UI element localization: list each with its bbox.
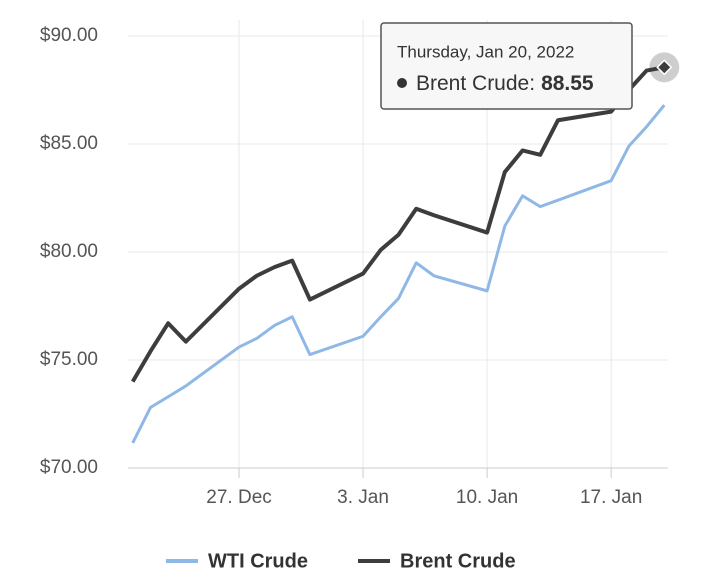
- y-tick-label: $75.00: [40, 349, 98, 370]
- x-tick-label: 27. Dec: [206, 487, 271, 508]
- tooltip-title: Thursday, Jan 20, 2022: [397, 42, 574, 61]
- x-tick-label: 3. Jan: [337, 487, 389, 508]
- hover-marker: [656, 59, 673, 76]
- tooltip-text: Brent Crude: 88.55: [416, 72, 594, 95]
- x-tick-label: 10. Jan: [456, 487, 518, 508]
- series-line: [131, 104, 666, 444]
- tooltip-label: Brent Crude:: [416, 72, 535, 95]
- legend-label: Brent Crude: [400, 550, 516, 572]
- y-tick-label: $85.00: [40, 133, 98, 154]
- y-tick-label: $90.00: [40, 25, 98, 46]
- x-tick-label: 17. Jan: [580, 487, 642, 508]
- tooltip-dot: [397, 78, 407, 88]
- legend-label: WTI Crude: [208, 550, 308, 572]
- tooltip-box: [380, 22, 633, 110]
- y-tick-label: $80.00: [40, 241, 98, 262]
- y-tick-label: $70.00: [40, 457, 98, 478]
- tooltip-value: 88.55: [541, 72, 594, 95]
- series-line: [130, 65, 665, 383]
